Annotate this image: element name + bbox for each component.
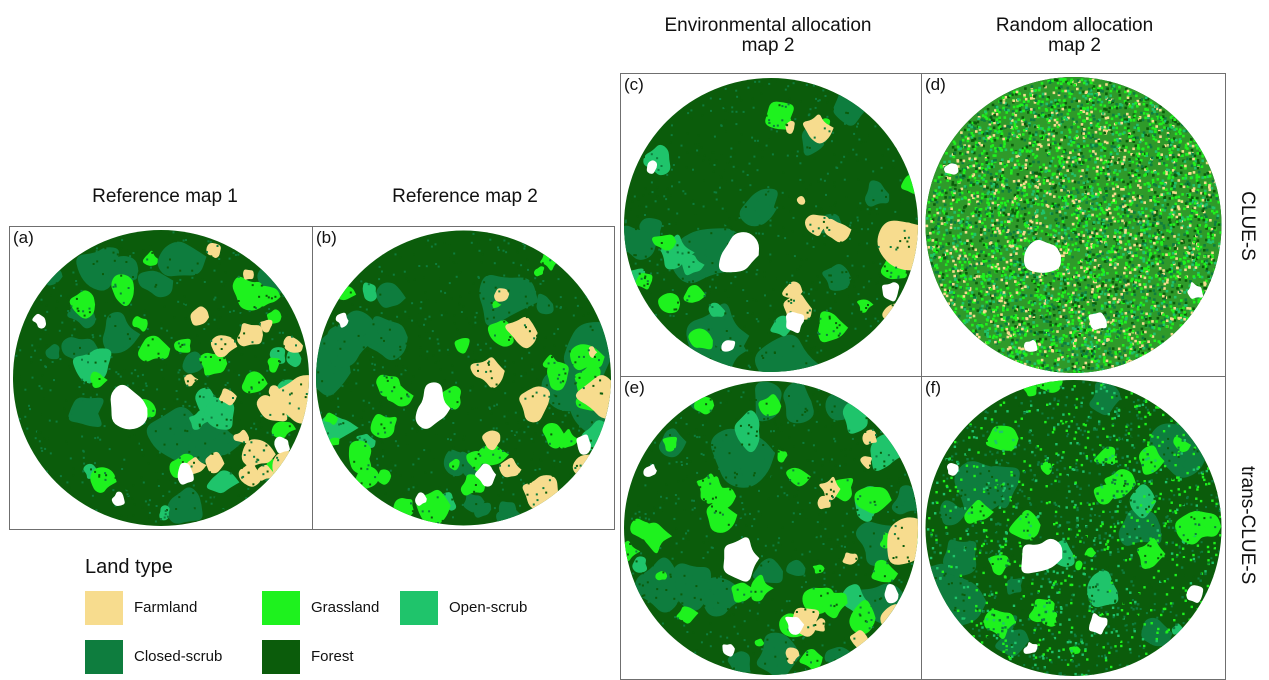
panel-label-d: (d) xyxy=(925,75,946,95)
panel-c: (c) xyxy=(620,73,922,377)
legend-title: Land type xyxy=(85,556,173,579)
land-cover-map-c xyxy=(621,74,921,376)
title-reference-map-1: Reference map 1 xyxy=(40,187,290,207)
land-cover-map-e xyxy=(621,377,921,679)
legend-swatch-farmland xyxy=(85,591,123,625)
legend-swatch-open-scrub xyxy=(400,591,438,625)
title-reference-map-2: Reference map 2 xyxy=(340,187,590,207)
land-cover-map-d xyxy=(922,74,1225,376)
land-cover-map-b xyxy=(313,227,614,529)
row-label-trans-clue-s: trans-CLUE-S xyxy=(1236,466,1258,584)
panel-d: (d) xyxy=(921,73,1226,377)
panel-label-c: (c) xyxy=(624,75,644,95)
title-random-allocation: Random allocation map 2 xyxy=(922,16,1227,56)
panel-f: (f) xyxy=(921,376,1226,680)
panel-b: (b) xyxy=(312,226,615,530)
land-cover-map-f xyxy=(922,377,1225,679)
legend-swatch-closed-scrub xyxy=(85,640,123,674)
legend-label-closed-scrub: Closed-scrub xyxy=(134,648,222,665)
panel-label-a: (a) xyxy=(13,228,34,248)
legend-label-farmland: Farmland xyxy=(134,599,197,616)
legend-label-grassland: Grassland xyxy=(311,599,379,616)
legend-label-forest: Forest xyxy=(311,648,354,665)
panel-a: (a) xyxy=(9,226,313,530)
legend-swatch-forest xyxy=(262,640,300,674)
legend-swatch-grassland xyxy=(262,591,300,625)
row-label-clue-s: CLUE-S xyxy=(1236,186,1258,266)
panel-label-b: (b) xyxy=(316,228,337,248)
land-cover-map-a xyxy=(10,227,312,529)
legend-label-open-scrub: Open-scrub xyxy=(449,599,527,616)
panel-e: (e) xyxy=(620,376,922,680)
title-environmental-allocation: Environmental allocation map 2 xyxy=(620,16,916,56)
panel-label-f: (f) xyxy=(925,378,941,398)
panel-label-e: (e) xyxy=(624,378,645,398)
